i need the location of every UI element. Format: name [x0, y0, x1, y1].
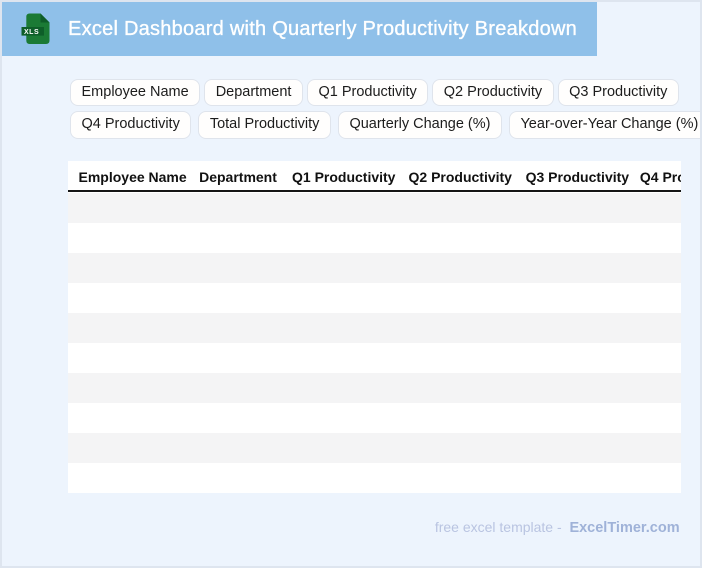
svg-text:XLS: XLS — [24, 29, 39, 36]
